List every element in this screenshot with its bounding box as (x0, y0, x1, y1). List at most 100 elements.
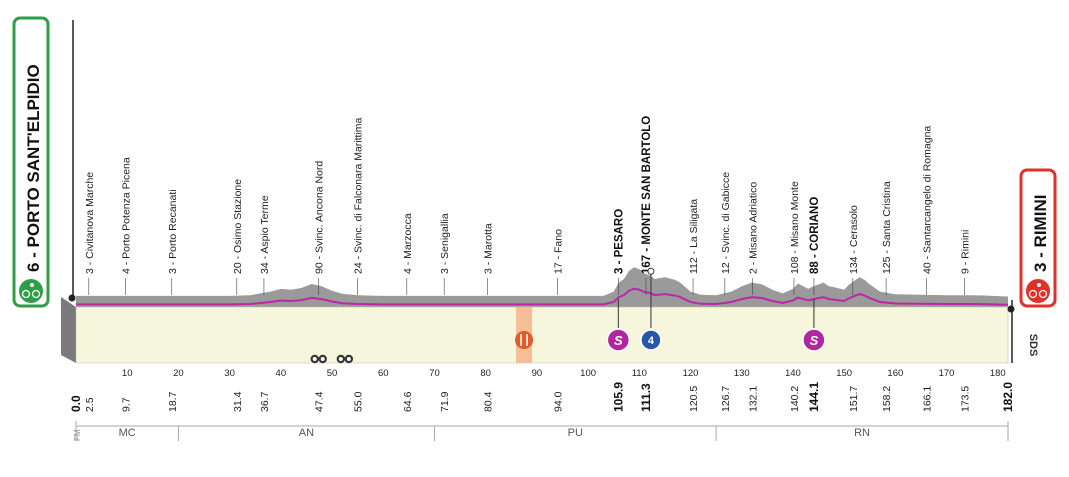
route-line (76, 287, 1009, 306)
start-distance: 0.0 (69, 395, 83, 412)
waypoint-label: 3 - Porto Recanati (167, 189, 179, 274)
km-tick-label: 150 (836, 368, 852, 379)
waypoint-labels: 3 - Civitanova Marche 4 - Porto Potenza P… (84, 116, 971, 295)
region-bar: MC AN PU RN FM (73, 421, 1009, 441)
waypoint-distance: 9.7 (121, 397, 133, 412)
sprint-marker (606, 328, 631, 352)
km-tick-label: 70 (429, 368, 440, 379)
waypoint-distance: 120.5 (688, 386, 700, 412)
bonus-dot-inner (346, 357, 351, 361)
sds-logo: SDS (1027, 334, 1039, 357)
bonus-dot-inner (320, 357, 325, 361)
waypoint-label: 112 - La Siligata (688, 199, 700, 274)
waypoint-label: 3 - PESARO (613, 209, 625, 274)
km-tick-label: 60 (378, 368, 389, 379)
waypoint-distance: 151.7 (848, 386, 860, 412)
waypoint-label: 134 - Cerasolo (848, 205, 860, 274)
waypoint-distance: 47.4 (314, 391, 326, 412)
waypoint-distance: 144.1 (807, 382, 821, 412)
waypoint-distance: 166.1 (922, 386, 934, 412)
start-wheel-icon (21, 289, 31, 299)
km-tick-label: 180 (990, 368, 1006, 379)
feed-zone-icon (515, 331, 534, 349)
waypoint-distance: 158.2 (881, 386, 893, 412)
waypoint-label: 90 - Svinc. Ancona Nord (314, 161, 326, 274)
km-tick-label: 20 (173, 368, 184, 379)
waypoint-distance: 126.7 (720, 386, 732, 412)
waypoint-distance: 80.4 (483, 391, 495, 412)
waypoint-label: 167 - MONTE SAN BARTOLO (641, 116, 653, 274)
waypoint-distance: 36.7 (259, 391, 271, 412)
distance-labels: 2.5 9.7 18.7 31.4 36.7 47.4 55.0 64.6 71.9 80.4 94… (69, 382, 1015, 412)
finish-label-box (1019, 168, 1057, 308)
waypoint-label: 4 - Porto Potenza Picena (121, 157, 133, 274)
waypoint-label: 3 - Marotta (483, 223, 495, 274)
waypoint-distance: 140.2 (789, 386, 801, 412)
waypoint-label: 20 - Osimo Stazione (232, 179, 244, 274)
start-finish-labels: 6 - PORTO SANT'ELPIDIO 3 - RIMINI SDS (12, 16, 1057, 363)
sprint-marker (802, 328, 826, 352)
waypoint-distance: 55.0 (353, 391, 365, 412)
waypoint-distance: 18.7 (167, 391, 179, 412)
waypoint-label: 3 - Senigallia (439, 213, 451, 274)
km-tick-label: 170 (939, 368, 955, 379)
waypoint-label: 88 - CORIANO (809, 197, 821, 274)
gpm-marker-label: 4 (648, 335, 655, 347)
waypoint-label: 24 - Svinc. di Falconara Marittima (353, 117, 365, 274)
waypoint-label: 9 - Rimini (959, 230, 971, 274)
region-label: MC (119, 427, 136, 439)
bonus-dot-inner (338, 357, 343, 361)
start-cyclist-icon (19, 279, 43, 303)
waypoint-label: 125 - Santa Cristina (881, 181, 893, 274)
start-city-label: 6 - PORTO SANT'ELPIDIO (24, 64, 43, 272)
waypoint-label: 2 - Misano Adriatico (747, 182, 759, 274)
province-fm-label: FM (73, 429, 82, 441)
gpm-marker (640, 329, 662, 351)
start-label-box (12, 16, 50, 308)
waypoint-label: 3 - Civitanova Marche (84, 172, 96, 274)
gpm-summit-dot (647, 267, 655, 275)
finish-city-label: 3 - RIMINI (1031, 195, 1050, 272)
waypoint-distance: 173.5 (959, 386, 971, 412)
elevation-profile-side (61, 297, 76, 363)
stage-markers: S 4 S (310, 267, 826, 364)
waypoint-label: 40 - Santarcangelo di Romagna (922, 126, 934, 274)
start-wheel-icon (31, 289, 41, 299)
finish-distance: 182.0 (1001, 382, 1015, 412)
km-tick-label: 50 (327, 368, 338, 379)
finish-wheel-icon (1028, 289, 1038, 299)
km-tick-label: 140 (785, 368, 801, 379)
waypoint-distance: 71.9 (439, 391, 451, 412)
region-label: RN (854, 427, 870, 439)
waypoint-label: 34 - Aspio Terme (259, 195, 271, 274)
waypoint-distance: 64.6 (402, 391, 414, 412)
waypoint-label: 4 - Marzocca (402, 213, 414, 274)
sprint-marker-label: S (810, 333, 819, 348)
bonus-dot-inner (312, 357, 317, 361)
elevation-profile-top (76, 267, 1008, 307)
finish-dot (1007, 305, 1015, 313)
elevation-profile-front (75, 306, 1009, 364)
finish-cyclist-icon (1026, 279, 1050, 303)
km-tick-label: 40 (276, 368, 287, 379)
start-rider-head-icon (30, 283, 34, 287)
waypoint-label: 108 - Misano Monte (789, 181, 801, 274)
km-tick-label: 10 (122, 368, 133, 379)
waypoint-distance: 2.5 (84, 397, 96, 412)
region-label: AN (299, 427, 314, 439)
km-tick-label: 100 (580, 368, 596, 379)
km-tick-label: 160 (887, 368, 903, 379)
waypoint-distance: 132.1 (747, 386, 759, 412)
waypoint-label: 17 - Fano (552, 229, 564, 274)
waypoint-label: 12 - Svinc. di Gabicce (720, 172, 732, 274)
finish-wheel-icon (1038, 289, 1048, 299)
km-tick-label: 130 (734, 368, 750, 379)
region-label: PU (568, 427, 583, 439)
km-tick-label: 110 (632, 368, 647, 379)
sprint-marker-label: S (614, 333, 623, 348)
waypoint-distance: 31.4 (232, 391, 244, 412)
waypoint-distance: 105.9 (611, 382, 625, 412)
finish-rider-head-icon (1037, 283, 1041, 287)
km-tick-labels: 10 20 30 40 50 60 70 80 90 100 110 120 130 140 150 160 1… (122, 368, 1006, 379)
